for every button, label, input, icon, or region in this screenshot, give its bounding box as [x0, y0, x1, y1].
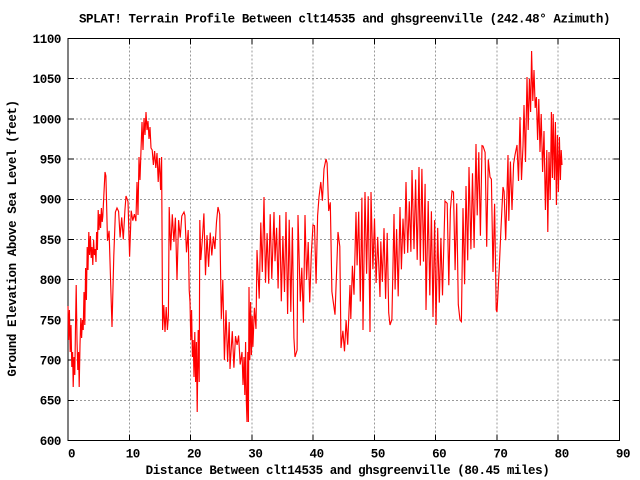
svg-text:80: 80: [555, 448, 569, 462]
svg-text:20: 20: [187, 448, 201, 462]
svg-text:1100: 1100: [33, 33, 61, 47]
svg-text:700: 700: [40, 355, 61, 369]
svg-text:1050: 1050: [33, 73, 61, 87]
svg-text:Ground Elevation Above Sea Lev: Ground Elevation Above Sea Level (feet): [6, 100, 20, 376]
svg-text:90: 90: [616, 448, 630, 462]
svg-text:900: 900: [40, 194, 61, 208]
svg-text:70: 70: [493, 448, 507, 462]
svg-text:0: 0: [68, 448, 75, 462]
svg-text:600: 600: [40, 435, 61, 449]
svg-text:SPLAT! Terrain Profile Between: SPLAT! Terrain Profile Between clt14535 …: [79, 13, 610, 27]
svg-text:800: 800: [40, 274, 61, 288]
svg-text:850: 850: [40, 234, 61, 248]
svg-text:950: 950: [40, 154, 61, 168]
svg-text:40: 40: [310, 448, 324, 462]
svg-text:10: 10: [126, 448, 140, 462]
svg-text:50: 50: [371, 448, 385, 462]
svg-text:650: 650: [40, 395, 61, 409]
svg-text:750: 750: [40, 314, 61, 328]
svg-text:30: 30: [248, 448, 262, 462]
svg-text:60: 60: [432, 448, 446, 462]
svg-text:1000: 1000: [33, 113, 61, 127]
svg-text:Distance Between clt14535 and: Distance Between clt14535 and ghsgreenvi…: [146, 464, 550, 478]
